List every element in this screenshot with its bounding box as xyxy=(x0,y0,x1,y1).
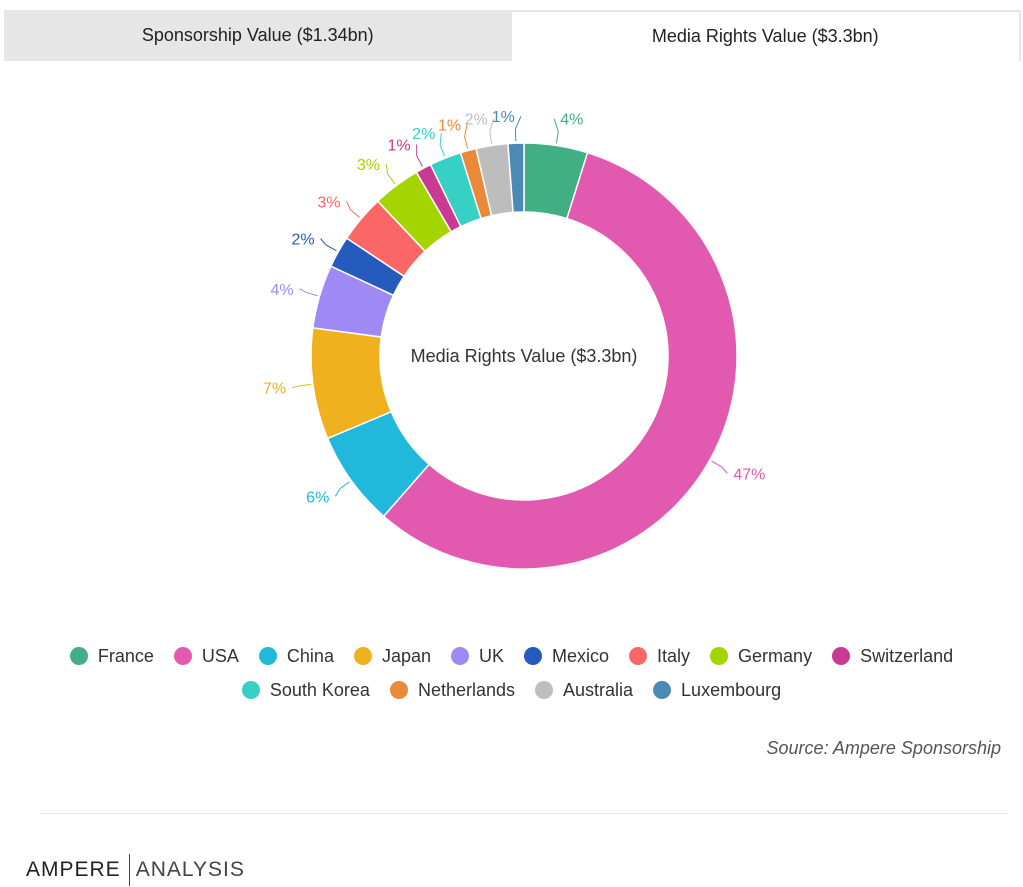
legend-swatch xyxy=(353,647,372,665)
connector-south-korea xyxy=(439,132,446,157)
legend-label: Germany xyxy=(738,645,813,666)
logo-word-analysis: ANALYSIS xyxy=(135,858,245,881)
legend-swatch xyxy=(653,681,672,699)
legend-item-uk[interactable]: UK xyxy=(451,644,504,668)
legend-item-france[interactable]: France xyxy=(69,644,154,668)
logo-word-ampere: AMPERE xyxy=(26,858,121,881)
divider xyxy=(40,813,1008,814)
connector-uk xyxy=(299,288,318,297)
donut-chart: 4%47%6%7%4%2%3%3%1%2%1% 2% 1%Media Rights … xyxy=(263,109,765,570)
legend-label: Italy xyxy=(657,645,691,666)
legend-swatch xyxy=(69,647,88,665)
legend-swatch xyxy=(535,681,554,699)
source-note: Source: Ampere Sponsorship xyxy=(766,738,1001,758)
connector-switzerland xyxy=(416,144,423,167)
legend-label: China xyxy=(286,645,334,666)
data-label-japan: 7% xyxy=(263,381,286,398)
legend-label: USA xyxy=(201,645,239,666)
legend-item-netherlands[interactable]: Netherlands xyxy=(389,678,516,702)
slice-usa[interactable] xyxy=(382,151,738,570)
connector-usa xyxy=(711,460,728,474)
legend-swatch xyxy=(451,647,469,665)
legend-label: Netherlands xyxy=(417,679,516,700)
legend-swatch xyxy=(524,647,543,665)
data-label-china: 6% xyxy=(306,489,329,506)
legend-label: Luxembourg xyxy=(681,679,782,700)
data-label-usa: 47% xyxy=(733,466,765,483)
legend-item-australia[interactable]: Australia xyxy=(535,678,633,702)
legend-label: Australia xyxy=(563,679,634,700)
tab-media-rights-value[interactable]: Media Rights Value ($3.3bn) xyxy=(511,10,1021,61)
legend-item-switzerland[interactable]: Switzerland xyxy=(832,644,953,668)
legend-swatch xyxy=(258,647,277,665)
logo-separator xyxy=(128,854,130,886)
connector-germany xyxy=(385,163,396,185)
connector-mexico xyxy=(320,238,337,252)
legend-item-germany[interactable]: Germany xyxy=(710,644,812,668)
connector-japan xyxy=(291,383,311,389)
legend-swatch xyxy=(241,681,260,699)
legend-item-china[interactable]: China xyxy=(258,644,334,668)
legend-label: Mexico xyxy=(552,645,610,666)
data-label-germany: 3% xyxy=(357,157,380,174)
data-label-netherlands: 1% xyxy=(438,117,461,134)
legend-swatch xyxy=(629,647,648,665)
data-label-italy: 3% xyxy=(317,194,340,211)
connector-australia xyxy=(489,118,495,144)
legend-item-luxembourg[interactable]: Luxembourg xyxy=(653,678,781,702)
data-label-south-korea: 2% xyxy=(412,126,435,143)
data-label-mexico: 2% xyxy=(292,232,315,249)
connector-france xyxy=(553,118,559,144)
legend-label: Japan xyxy=(381,645,431,666)
data-label-australia: 2% xyxy=(465,112,488,129)
connector-netherlands xyxy=(464,124,469,149)
data-label-switzerland: 1% xyxy=(387,137,410,154)
data-label-uk: 4% xyxy=(270,282,293,299)
tab-sponsorship-value[interactable]: Sponsorship Value ($1.34bn) xyxy=(4,10,512,61)
connector-italy xyxy=(346,201,360,218)
legend-label: Switzerland xyxy=(860,645,954,666)
ampere-analysis-logo: AMPERE ANALYSIS xyxy=(26,853,245,887)
tab-bar: Sponsorship Value ($1.34bn) Media Rights… xyxy=(4,10,1021,61)
legend-item-south-korea[interactable]: South Korea xyxy=(241,678,370,702)
connector-china xyxy=(334,481,350,497)
legend-label: France xyxy=(97,645,154,666)
legend-swatch xyxy=(389,681,408,699)
legend-swatch xyxy=(173,647,192,665)
legend-swatch xyxy=(832,647,851,665)
legend-item-mexico[interactable]: Mexico xyxy=(524,644,609,668)
slice-luxembourg[interactable] xyxy=(507,142,525,214)
legend-label: UK xyxy=(479,645,505,666)
data-label-luxembourg: 1% xyxy=(492,109,515,126)
legend-item-usa[interactable]: USA xyxy=(173,644,239,668)
legend-item-japan[interactable]: Japan xyxy=(353,644,431,668)
center-label: Media Rights Value ($3.3bn) xyxy=(411,346,638,366)
data-label-france: 4% xyxy=(560,112,583,129)
legend-item-italy[interactable]: Italy xyxy=(629,644,690,668)
connector-luxembourg xyxy=(514,115,522,142)
legend-swatch xyxy=(710,647,729,665)
chart-legend: France USA China Japan UK Mexico Italy Germany S… xyxy=(40,644,983,702)
legend-label: South Korea xyxy=(269,679,370,700)
